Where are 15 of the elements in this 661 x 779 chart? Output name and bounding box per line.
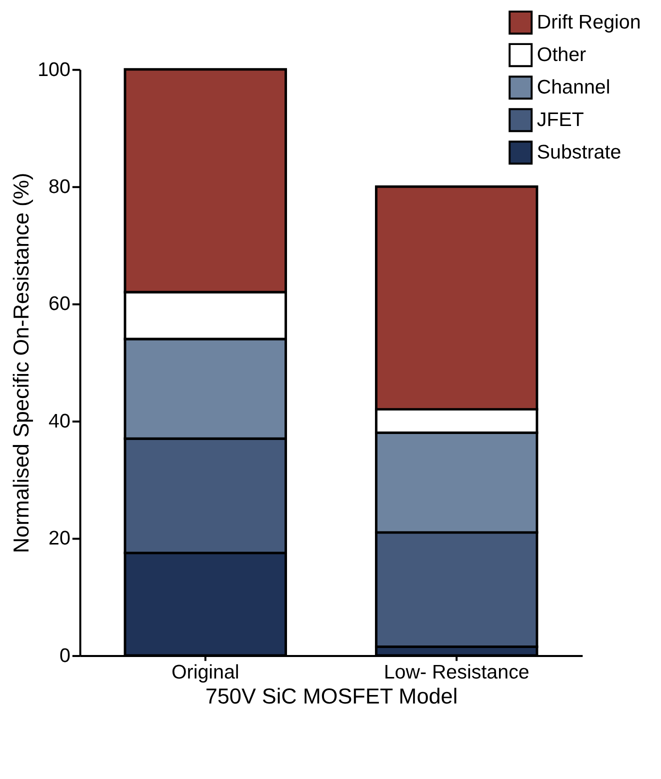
y-tick-label: 0 xyxy=(59,644,70,667)
y-tick-label: 40 xyxy=(48,410,70,432)
legend-label: Substrate xyxy=(536,142,622,164)
y-tick-label: 80 xyxy=(48,176,70,198)
legend-label: Other xyxy=(536,44,587,66)
y-tick-label: 100 xyxy=(38,58,70,81)
x-tick-label: Original xyxy=(171,662,240,684)
legend-label: Channel xyxy=(536,76,610,99)
legend-label: Drift Region xyxy=(536,11,641,34)
x-axis-title: 750V SiC MOSFET Model xyxy=(205,683,458,708)
y-tick-label: 20 xyxy=(48,528,70,550)
y-tick-label: 60 xyxy=(48,293,70,316)
y-axis-title: Normalised Specific On-Resistance (%) xyxy=(8,172,34,554)
x-tick-label: Low- Resistance xyxy=(384,662,530,684)
legend-label: JFET xyxy=(536,109,584,132)
